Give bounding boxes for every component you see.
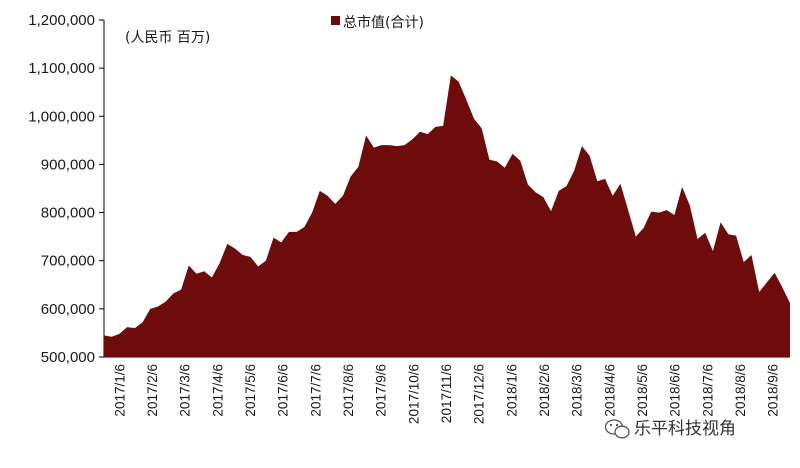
legend-label: 总市值(合计)	[343, 14, 424, 31]
wechat-icon	[604, 419, 630, 439]
x-tick-label: 2018/9/6	[766, 364, 781, 417]
x-tick-label: 2018/6/6	[668, 364, 683, 417]
x-tick-label: 2017/1/6	[112, 364, 127, 417]
area-series	[104, 75, 790, 358]
y-tick-label: 600,000	[41, 301, 95, 318]
legend-swatch	[331, 16, 340, 25]
x-tick-label: 2017/7/6	[308, 364, 323, 417]
series-layer	[104, 75, 790, 358]
x-tick-label: 2018/5/6	[635, 364, 650, 417]
legend: 总市值(合计)	[331, 14, 424, 31]
x-tick-label: 2017/9/6	[374, 364, 389, 417]
y-tick-label: 1,200,000	[28, 12, 95, 29]
x-tick-label: 2017/4/6	[210, 364, 225, 417]
y-tick-label: 1,000,000	[28, 108, 95, 125]
y-tick-label: 900,000	[41, 156, 95, 173]
x-tick-label: 2017/8/6	[341, 364, 356, 417]
x-axis: 2017/1/6 2017/2/6 2017/3/6 2017/4/6 2017/5/6…	[104, 356, 790, 424]
x-tick-label: 2017/2/6	[145, 364, 160, 417]
x-tick-label: 2017/5/6	[243, 364, 258, 417]
x-tick-label: 2017/6/6	[276, 364, 291, 417]
y-tick-label: 500,000	[41, 349, 95, 366]
x-tick-label: 2018/2/6	[537, 364, 552, 417]
x-tick-label: 2018/7/6	[700, 364, 715, 417]
x-tick-label: 2017/10/6	[406, 364, 421, 424]
y-axis: 500,000 600,000 700,000 800,000 900,000 1,000…	[28, 12, 105, 366]
x-tick-label: 2017/3/6	[178, 364, 193, 417]
x-tick-label: 2018/3/6	[570, 364, 585, 417]
watermark: 乐平科技视角	[604, 419, 736, 439]
y-tick-label: 700,000	[41, 253, 95, 270]
x-tick-label: 2018/8/6	[733, 364, 748, 417]
x-tick-label: 2018/4/6	[602, 364, 617, 417]
y-tick-label: 800,000	[41, 205, 95, 222]
y-tick-label: 1,100,000	[28, 60, 95, 77]
x-tick-label: 2017/11/6	[439, 364, 454, 423]
watermark-text: 乐平科技视角	[634, 419, 736, 439]
unit-label: (人民币 百万)	[125, 30, 210, 46]
x-tick-label: 2018/1/6	[504, 364, 519, 417]
x-tick-label: 2017/12/6	[472, 364, 487, 424]
